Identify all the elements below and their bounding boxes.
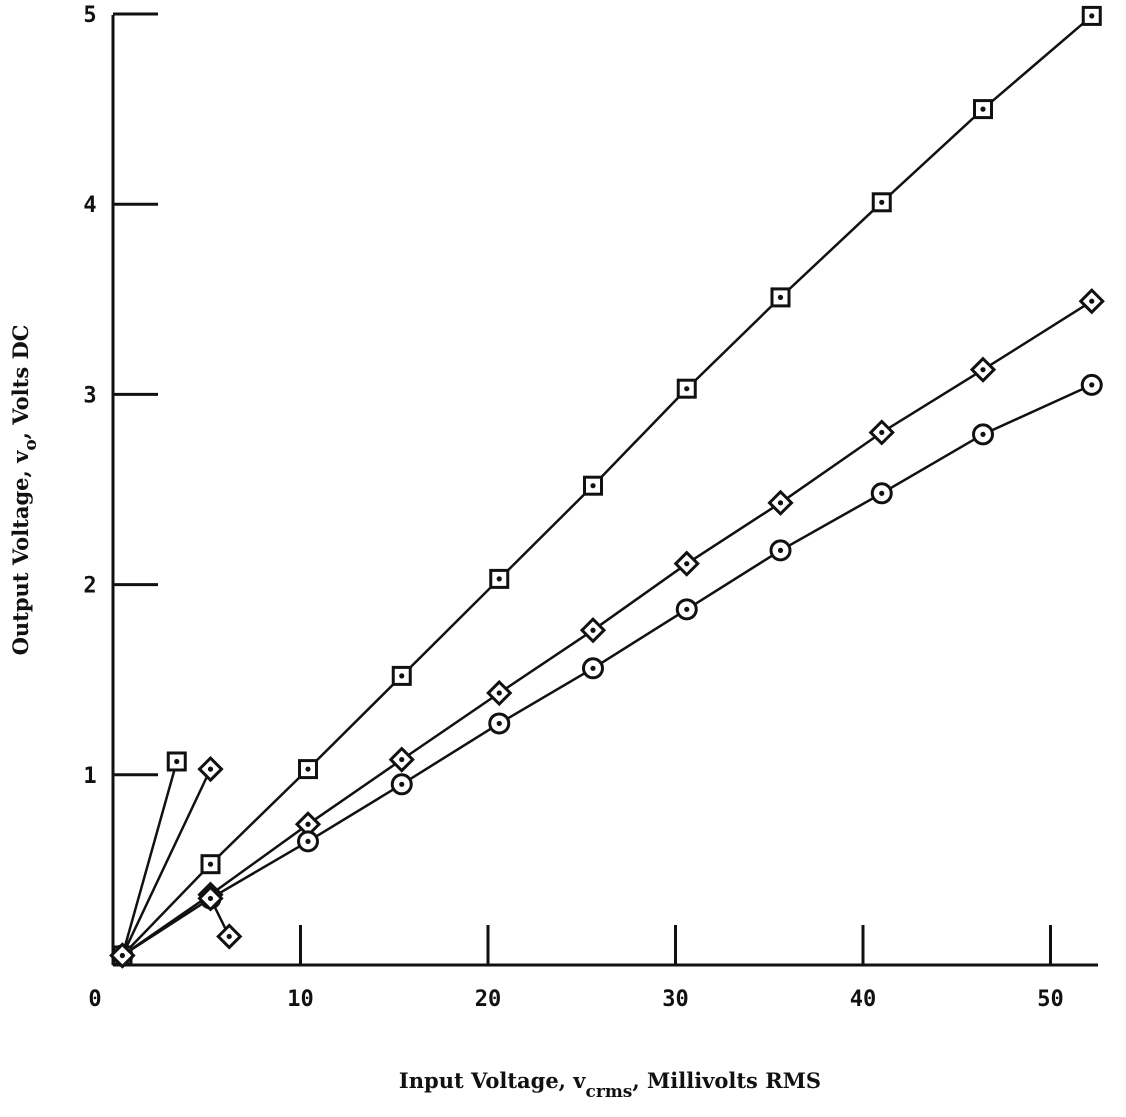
data-point-circle [769,539,792,562]
x-tick-label: 40 [850,987,877,1012]
series-line-diamond [121,768,212,957]
data-point-square [676,378,697,399]
data-point-diamond [109,942,136,969]
data-point-diamond [486,679,513,707]
y-tick-label: 4 [83,193,96,218]
data-point-diamond [1078,288,1105,315]
x-tick-label: 50 [1037,987,1064,1012]
x-axis-title-main: Input Voltage, v [399,1068,586,1093]
x-tick-label: 10 [287,987,314,1012]
data-point-circle [870,482,893,505]
data-point-circle [675,598,698,621]
axes [111,15,1098,967]
y-axis-title-main: Output Voltage, v [8,450,33,656]
data-point-diamond [969,356,997,383]
data-point-diamond [197,755,224,783]
y-tick-label: 3 [83,383,96,408]
data-point-circle [297,830,319,853]
data-point-circle [1080,373,1103,396]
x-axis-title-rest: , Millivolts RMS [632,1068,821,1093]
data-point-square [391,665,412,686]
data-point-square [973,99,993,120]
data-point-square [871,192,892,213]
data-point-circle [972,423,994,446]
x-tick-label: 20 [475,987,502,1012]
data-point-square [1081,5,1102,26]
data-point-circle [582,657,604,680]
data-point-circle [390,773,413,796]
data-point-square [166,751,187,772]
ticks [113,12,1052,965]
x-tick-label: 0 [88,987,101,1012]
data-point-diamond [673,550,700,577]
data-point-square [489,568,510,589]
x-tick-label: 30 [662,987,689,1012]
data-point-square [200,854,221,875]
series-line-square [121,14,1093,957]
series-layer [109,5,1105,969]
data-point-square [770,287,791,308]
y-tick-label: 1 [83,764,96,789]
data-point-diamond [388,746,415,773]
y-tick-label: 5 [83,3,96,28]
data-point-diamond [767,489,794,516]
tick-labels: 0 10 20 30 40 50 1 2 3 4 5 [83,3,1063,1012]
y-axis-title-subscript: o [21,439,41,450]
x-axis-title: Input Voltage, vcrms, Millivolts RMS [399,1068,821,1102]
data-point-square [583,475,603,496]
data-point-diamond [197,885,224,912]
data-point-diamond [579,617,607,644]
series-line-diamond [121,300,1093,957]
data-point-square [298,759,318,780]
y-axis-title: Output Voltage, vo, Volts DC [8,325,41,656]
data-point-diamond [216,923,243,950]
series-line-square [121,761,179,956]
y-axis-title-rest: , Volts DC [8,325,33,440]
x-axis-title-subscript: crms [586,1082,633,1102]
y-tick-label: 2 [83,574,96,599]
data-point-diamond [868,419,895,446]
data-point-circle [488,712,511,735]
